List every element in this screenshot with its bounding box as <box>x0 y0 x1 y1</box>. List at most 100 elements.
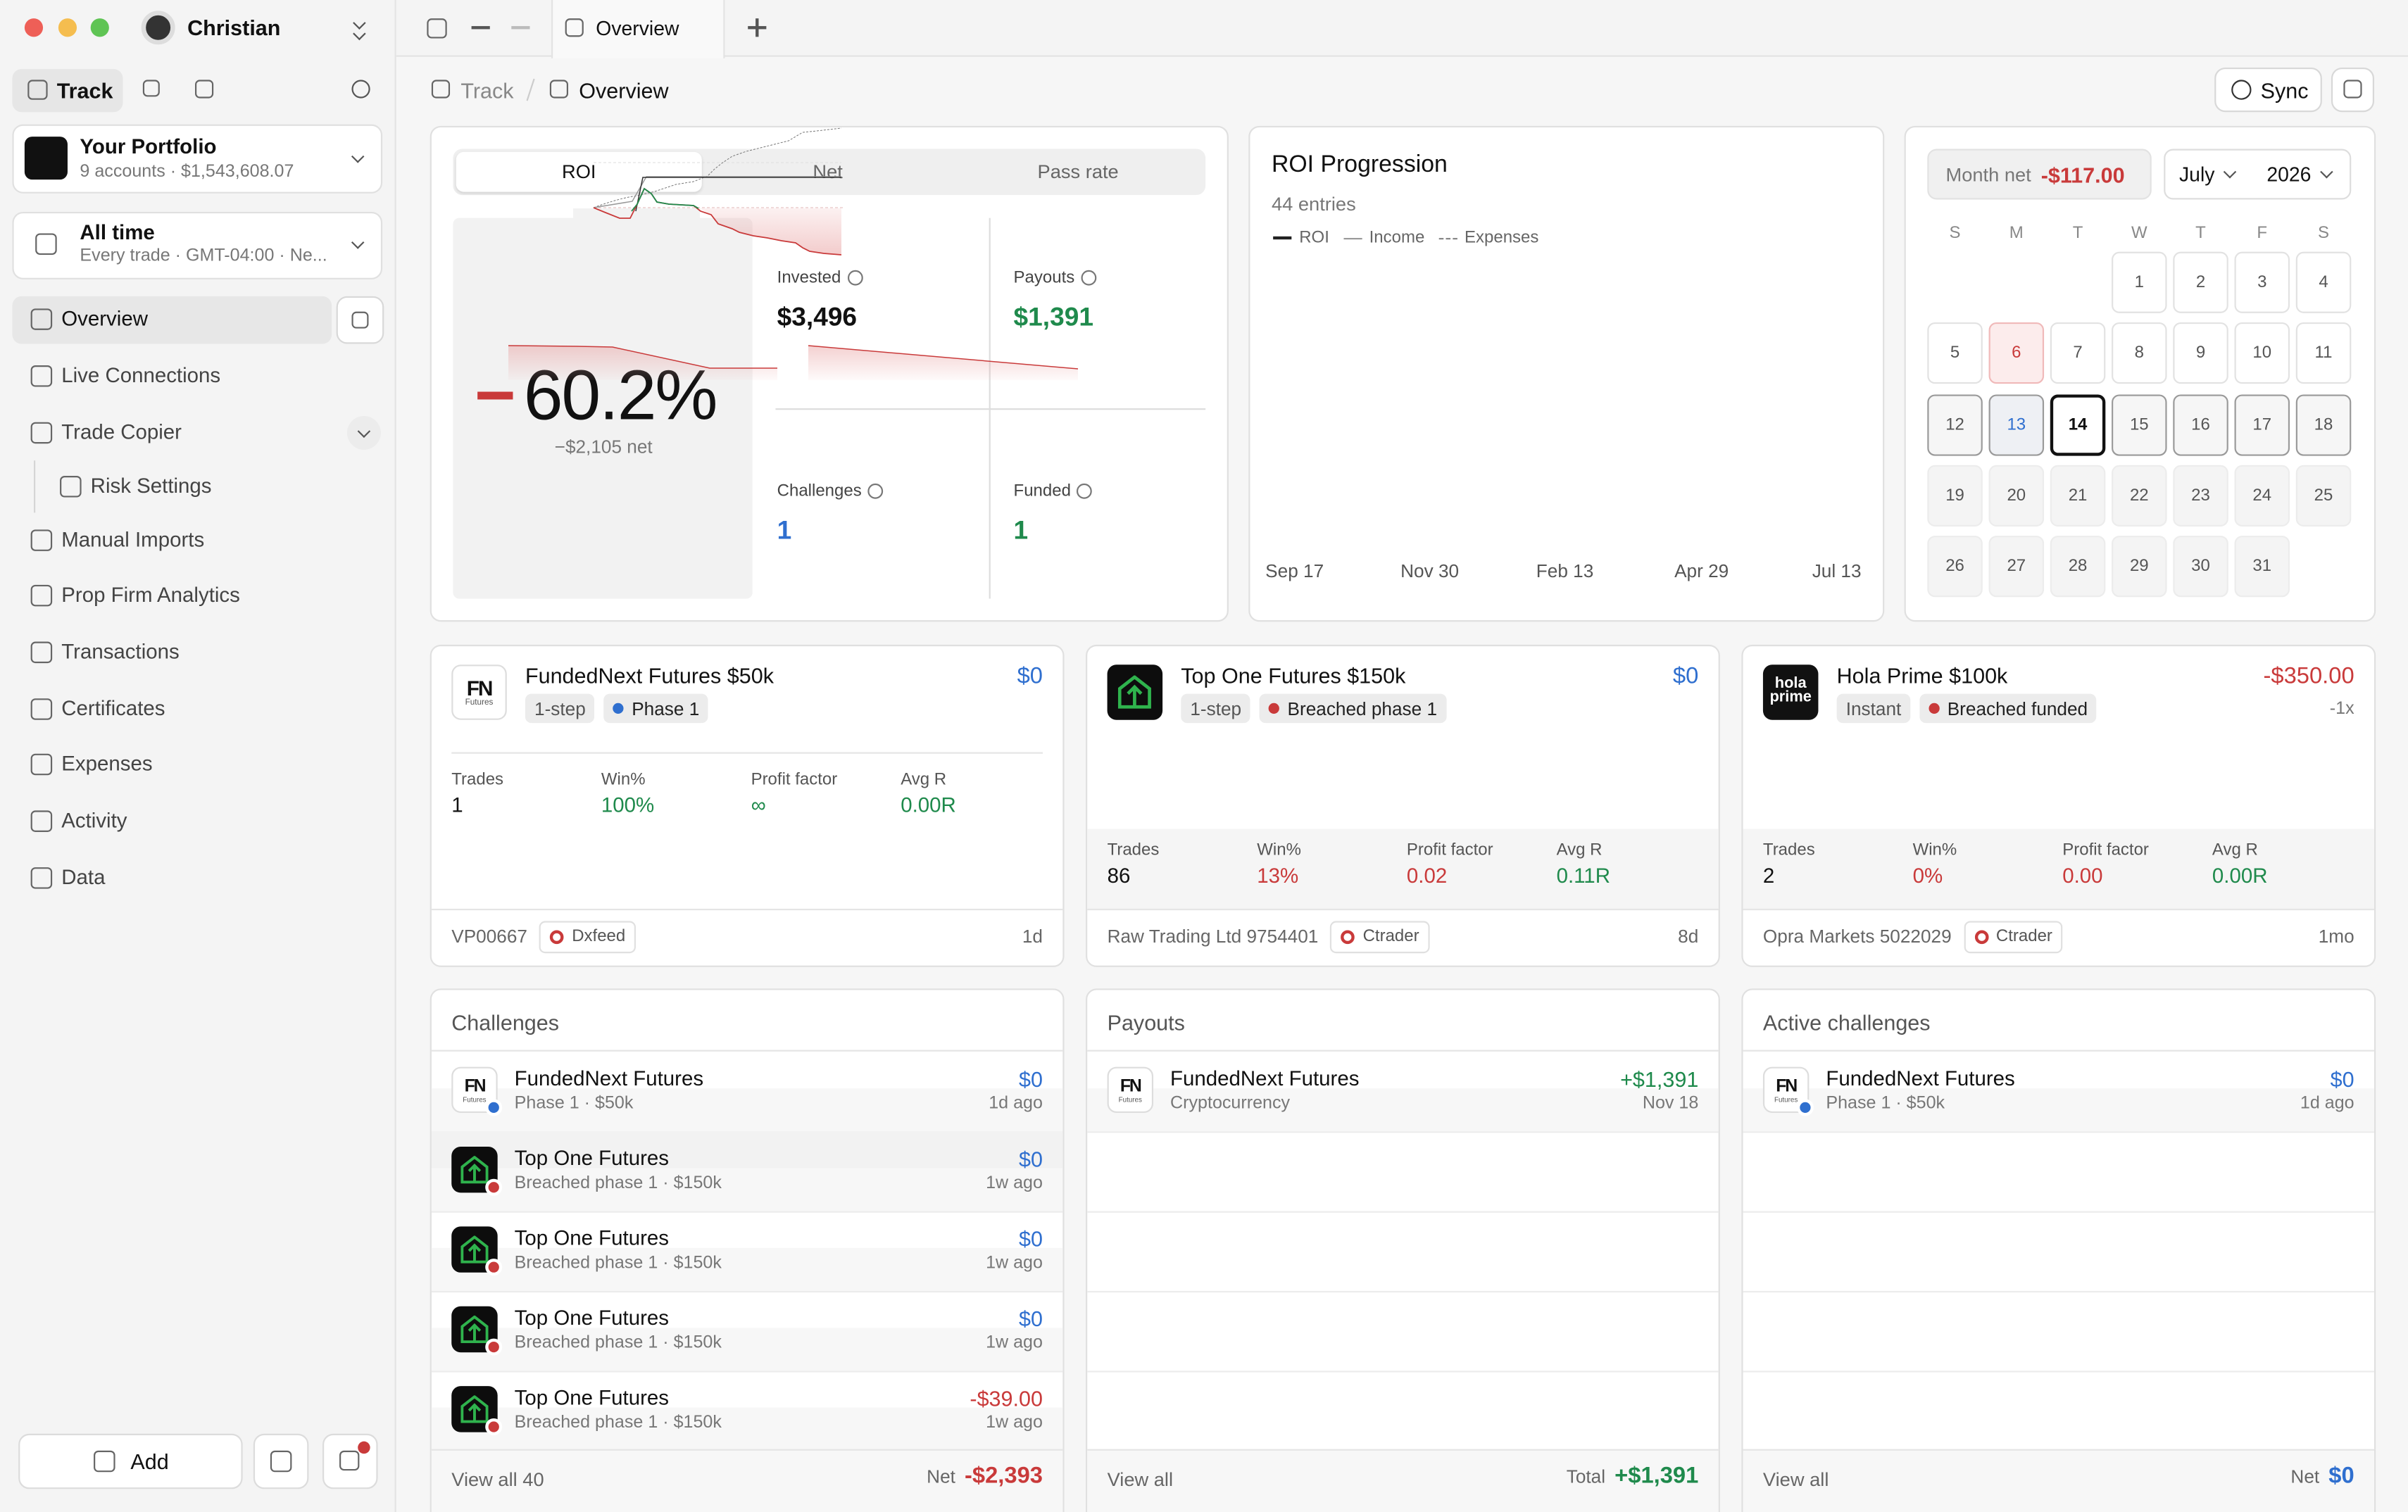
calendar-day-cell[interactable] <box>1927 322 1983 384</box>
nav-item[interactable]: Transactions <box>61 640 180 664</box>
panel-title: Active challenges <box>1762 1009 1931 1035</box>
calendar-day-cell[interactable] <box>2050 465 2106 527</box>
calendar-day-cell[interactable] <box>2112 536 2167 598</box>
calendar-day-cell[interactable] <box>2173 465 2228 527</box>
row-name[interactable]: FundedNext Futures <box>514 1066 704 1090</box>
calendar-day-cell[interactable] <box>1927 536 1983 598</box>
calendar-day-cell[interactable] <box>1988 393 2045 455</box>
segment-tab[interactable]: ROI <box>562 160 596 183</box>
total-value: +$1,391 <box>1614 1463 1699 1489</box>
nav-item[interactable]: Data <box>61 865 106 889</box>
calendar-day-cell[interactable] <box>1927 393 1983 455</box>
legend-item: Income <box>1343 229 1424 247</box>
export-button[interactable] <box>2331 67 2375 113</box>
view-all[interactable]: View all 40 <box>451 1468 544 1491</box>
segment-tab[interactable]: Pass rate <box>1037 160 1119 183</box>
calendar-day-cell[interactable] <box>1988 322 2045 384</box>
stat-label: Challenges <box>777 481 862 500</box>
view-all[interactable]: View all <box>1762 1468 1829 1491</box>
nav-item[interactable]: Prop Firm Analytics <box>61 583 240 607</box>
calendar-day-cell[interactable] <box>2173 393 2228 455</box>
window-control[interactable] <box>58 18 77 37</box>
nav-item[interactable]: Manual Imports <box>61 528 205 551</box>
window-control[interactable] <box>90 18 109 37</box>
status-tag: Breached funded <box>1919 693 2097 724</box>
calendar-day-cell[interactable] <box>1927 465 1983 527</box>
month-select[interactable] <box>2164 149 2352 200</box>
calendar-day-cell[interactable] <box>2234 322 2290 384</box>
nav-item[interactable]: Activity <box>61 809 127 832</box>
calendar-day-cell[interactable] <box>2234 251 2290 313</box>
stat-label: Trades <box>1107 841 1160 860</box>
nav-icon <box>565 18 584 37</box>
range-card[interactable] <box>12 211 383 279</box>
add-button[interactable] <box>18 1433 243 1489</box>
nav-item[interactable]: Live Connections <box>61 363 221 387</box>
status-dot <box>485 1259 503 1276</box>
edit-button[interactable] <box>336 296 384 344</box>
account-value: -$350.00 <box>2263 663 2354 690</box>
row-name[interactable]: Top One Futures <box>514 1146 670 1170</box>
year: 2026 <box>2266 163 2312 186</box>
mode-button[interactable] <box>12 69 123 113</box>
segment-tab[interactable]: Net <box>813 160 843 183</box>
nav-item[interactable]: Risk Settings <box>90 474 212 498</box>
nav-item[interactable]: Expenses <box>61 752 153 776</box>
tag: 1-step <box>525 693 595 724</box>
calendar-day-cell[interactable] <box>2173 536 2228 598</box>
calendar-day-cell[interactable] <box>2050 322 2106 384</box>
calendar-day-cell[interactable] <box>2173 251 2228 313</box>
breadcrumb[interactable]: Track <box>460 78 514 103</box>
row-name[interactable]: FundedNext Futures <box>1826 1066 2015 1090</box>
row-name[interactable]: FundedNext Futures <box>1170 1066 1360 1090</box>
calendar-day-cell[interactable] <box>2234 536 2290 598</box>
calendar-day-cell[interactable] <box>2295 393 2352 455</box>
calendar-day-cell[interactable] <box>2234 393 2290 455</box>
logo-subtext: Futures <box>1118 1096 1142 1104</box>
new-tab[interactable] <box>755 18 758 37</box>
row-divider <box>431 1290 1063 1293</box>
calendar-day: 16 <box>2191 415 2210 434</box>
nav-icon <box>30 422 53 444</box>
nav-item[interactable]: Certificates <box>61 697 165 720</box>
calendar-day-cell[interactable] <box>2112 465 2167 527</box>
row-band <box>431 1168 1063 1211</box>
copier-toggle[interactable] <box>346 415 381 450</box>
status-dot <box>485 1099 503 1116</box>
nav-item[interactable]: Overview <box>61 307 148 330</box>
month: July <box>2179 163 2215 186</box>
calendar-day-cell[interactable] <box>2112 251 2167 313</box>
row-name[interactable]: Top One Futures <box>514 1226 670 1250</box>
calendar-day-cell[interactable] <box>2295 251 2352 313</box>
calendar-day-cell[interactable] <box>1988 536 2045 598</box>
calendar-day-cell[interactable] <box>2112 393 2167 455</box>
legend-swatch <box>1438 237 1457 239</box>
calendar-day-cell[interactable] <box>2112 322 2167 384</box>
calendar-day-cell[interactable] <box>2173 322 2228 384</box>
card <box>1086 644 1720 967</box>
tab[interactable] <box>551 0 725 58</box>
window-control[interactable] <box>24 18 44 37</box>
calendar-day-cell[interactable] <box>2050 536 2106 598</box>
calendar-day-cell[interactable] <box>2295 322 2352 384</box>
calendar-day-cell[interactable] <box>2050 393 2106 455</box>
calendar-day-cell[interactable] <box>1988 465 2045 527</box>
breadcrumb-separator <box>526 78 535 101</box>
tag-row: 1-step Breached phase 1 <box>1181 693 1447 724</box>
row-value: $0 <box>1019 1226 1043 1252</box>
row-time: 1d ago <box>2300 1094 2354 1114</box>
row-name[interactable]: Top One Futures <box>514 1306 670 1330</box>
nav-item[interactable]: Trade Copier <box>61 420 182 444</box>
portfolio-card[interactable] <box>12 124 383 194</box>
row-name[interactable]: Top One Futures <box>514 1386 670 1409</box>
stat-label: Payouts <box>1013 268 1075 287</box>
calendar-day: 29 <box>2129 557 2149 577</box>
row-divider <box>431 1371 1063 1373</box>
search-icon[interactable] <box>351 80 370 99</box>
calendar-day-cell[interactable] <box>2234 465 2290 527</box>
calendar-day-cell[interactable] <box>2295 465 2352 527</box>
nav-icon <box>549 80 569 99</box>
view-all[interactable]: View all <box>1107 1468 1174 1491</box>
feedback-button[interactable] <box>253 1433 309 1489</box>
weekday: T <box>2195 224 2206 243</box>
